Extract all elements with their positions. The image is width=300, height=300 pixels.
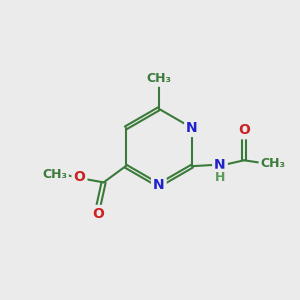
Text: O: O (238, 123, 250, 137)
Text: CH₃: CH₃ (42, 168, 67, 181)
Text: N: N (153, 178, 165, 192)
Text: CH₃: CH₃ (146, 72, 171, 85)
Text: CH₃: CH₃ (260, 157, 286, 170)
Text: O: O (74, 170, 86, 184)
Text: N: N (186, 121, 198, 135)
Text: O: O (92, 207, 104, 221)
Text: H: H (215, 171, 225, 184)
Text: N: N (214, 158, 226, 172)
